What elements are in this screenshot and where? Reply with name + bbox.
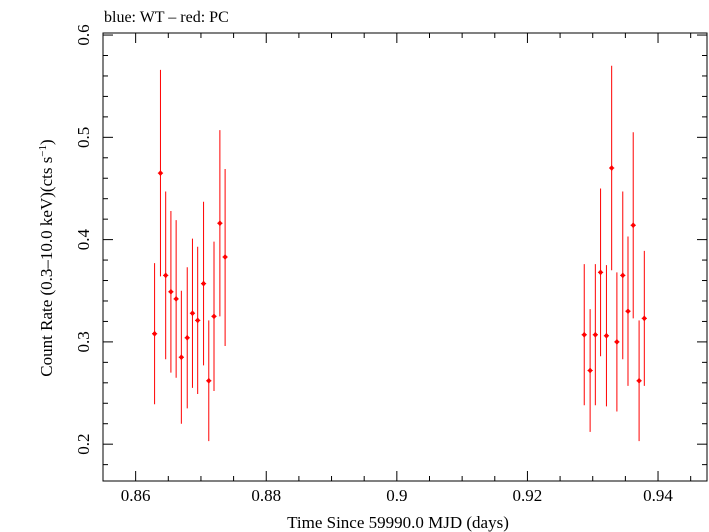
point-marker: [217, 220, 223, 227]
plot-frame: [102, 32, 708, 482]
data-point: [217, 130, 223, 317]
y-tick-label: 0.5: [74, 127, 93, 148]
point-marker: [184, 334, 190, 341]
point-marker: [625, 308, 631, 315]
point-marker: [152, 330, 158, 337]
data-point: [157, 69, 164, 277]
data-point: [603, 265, 610, 407]
point-marker: [592, 331, 598, 338]
data-point: [206, 320, 212, 442]
data-point: [630, 132, 636, 319]
y-tick-label: 0.3: [74, 331, 93, 352]
point-marker: [201, 280, 207, 287]
data-point: [597, 188, 604, 357]
data-point: [163, 191, 169, 360]
point-marker: [189, 310, 195, 317]
point-marker: [614, 338, 620, 345]
point-marker: [173, 295, 179, 302]
x-tick-label: 0.92: [513, 486, 543, 505]
point-marker: [206, 377, 212, 384]
point-marker: [168, 288, 174, 295]
data-point: [620, 191, 626, 360]
data-series-pc: [151, 65, 647, 442]
x-tick-label: 0.94: [643, 486, 673, 505]
point-marker: [641, 315, 647, 322]
data-point: [178, 290, 184, 424]
point-marker: [178, 354, 184, 361]
data-point: [609, 65, 615, 271]
data-point: [151, 263, 158, 405]
point-marker: [603, 332, 609, 339]
y-axis-ticks: 0.2 0.3 0.4 0.5 0.6: [74, 24, 707, 466]
point-marker: [598, 269, 604, 276]
y-axis-label: Count Rate (0.3–10.0 keV)(cts s−1): [37, 139, 56, 376]
point-marker: [620, 272, 626, 279]
point-marker: [609, 165, 615, 172]
point-marker: [222, 254, 228, 260]
y-tick-label: 0.4: [74, 228, 93, 250]
data-point: [636, 320, 642, 442]
data-point: [222, 169, 228, 346]
data-point: [211, 241, 217, 391]
chart-title: blue: WT – red: PC: [104, 9, 229, 26]
point-marker: [163, 272, 169, 279]
x-tick-label: 0.86: [121, 486, 151, 505]
data-point: [189, 238, 196, 388]
x-axis-ticks: 0.86 0.88 0.9 0.92 0.94: [102, 33, 692, 505]
data-point: [614, 272, 620, 412]
point-marker: [211, 313, 217, 320]
data-point: [173, 220, 179, 378]
data-point: [592, 264, 598, 406]
point-marker: [630, 222, 636, 229]
point-marker: [581, 331, 587, 338]
data-point: [625, 236, 631, 386]
x-axis-label: Time Since 59990.0 MJD (days): [287, 513, 509, 532]
data-point: [581, 264, 587, 406]
point-marker: [157, 170, 163, 177]
y-tick-label: 0.6: [74, 24, 93, 45]
y-axis-label-close: ): [37, 139, 56, 145]
point-marker: [587, 367, 593, 374]
data-point: [184, 267, 190, 409]
y-tick-label: 0.2: [74, 434, 93, 455]
x-tick-label: 0.88: [251, 486, 281, 505]
point-marker: [195, 317, 201, 324]
y-axis-label-exponent: −1: [37, 145, 49, 157]
y-axis-label-main: Count Rate (0.3–10.0 keV)(cts s: [37, 157, 56, 377]
data-point: [200, 201, 207, 366]
data-point: [587, 309, 593, 432]
data-point: [641, 250, 647, 386]
data-point: [195, 246, 201, 395]
data-point: [168, 210, 174, 373]
x-tick-label: 0.9: [386, 486, 407, 505]
point-marker: [636, 377, 642, 384]
